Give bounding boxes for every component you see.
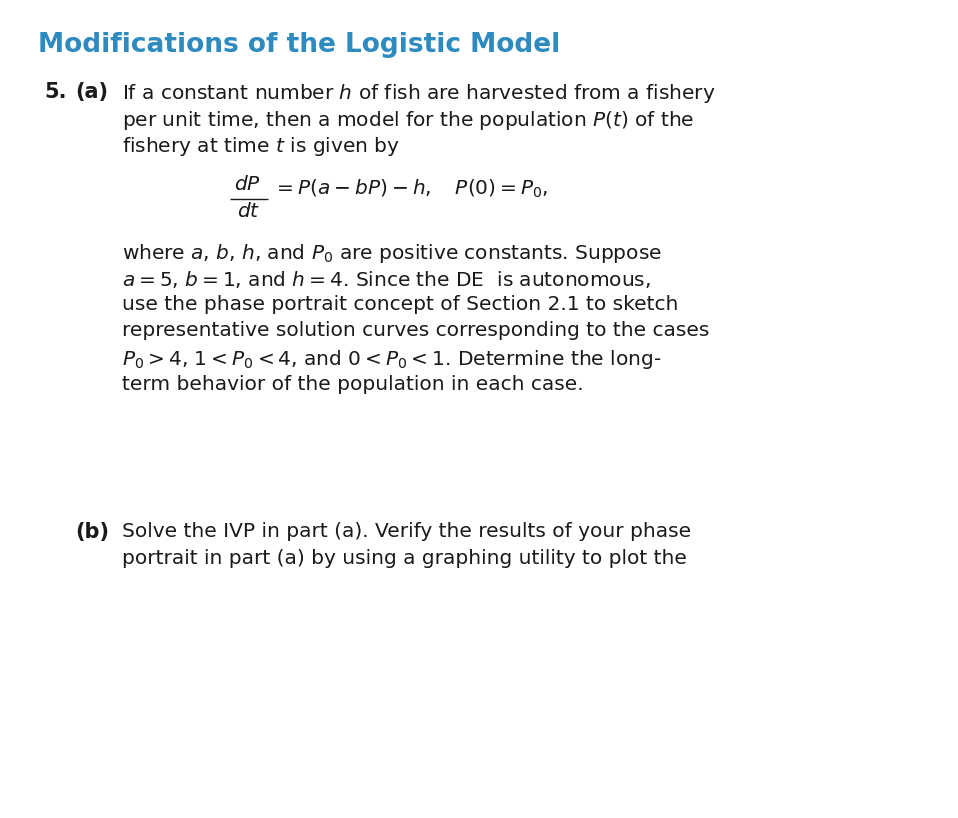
Text: where $a$, $b$, $h$, and $P_0$ are positive constants. Suppose: where $a$, $b$, $h$, and $P_0$ are posit… [122,242,662,265]
Text: If a constant number $h$ of fish are harvested from a fishery: If a constant number $h$ of fish are har… [122,82,716,105]
Text: $= P(a - bP) - h, \quad P(0) = P_0,$: $= P(a - bP) - h, \quad P(0) = P_0,$ [273,178,548,200]
Text: $P_0 > 4$, $1 < P_0 < 4$, and $0 < P_0 < 1$. Determine the long-: $P_0 > 4$, $1 < P_0 < 4$, and $0 < P_0 <… [122,348,661,371]
Text: fishery at time $t$ is given by: fishery at time $t$ is given by [122,135,400,158]
Text: use the phase portrait concept of Section 2.1 to sketch: use the phase portrait concept of Sectio… [122,295,678,314]
Text: Modifications of the Logistic Model: Modifications of the Logistic Model [38,32,560,58]
Text: Solve the IVP in part (a). Verify the results of your phase: Solve the IVP in part (a). Verify the re… [122,522,691,541]
Text: term behavior of the population in each case.: term behavior of the population in each … [122,375,583,393]
Text: (b): (b) [75,522,109,542]
Text: $dt$: $dt$ [237,202,261,221]
Text: per unit time, then a model for the population $P(t)$ of the: per unit time, then a model for the popu… [122,109,695,132]
Text: 5.: 5. [44,82,66,102]
Text: representative solution curves corresponding to the cases: representative solution curves correspon… [122,321,709,340]
Text: (a): (a) [75,82,108,102]
Text: portrait in part (a) by using a graphing utility to plot the: portrait in part (a) by using a graphing… [122,549,687,568]
Text: $dP$: $dP$ [234,175,261,194]
Text: $a = 5$, $b = 1$, and $h = 4$. Since the DE  is autonomous,: $a = 5$, $b = 1$, and $h = 4$. Since the… [122,268,650,290]
